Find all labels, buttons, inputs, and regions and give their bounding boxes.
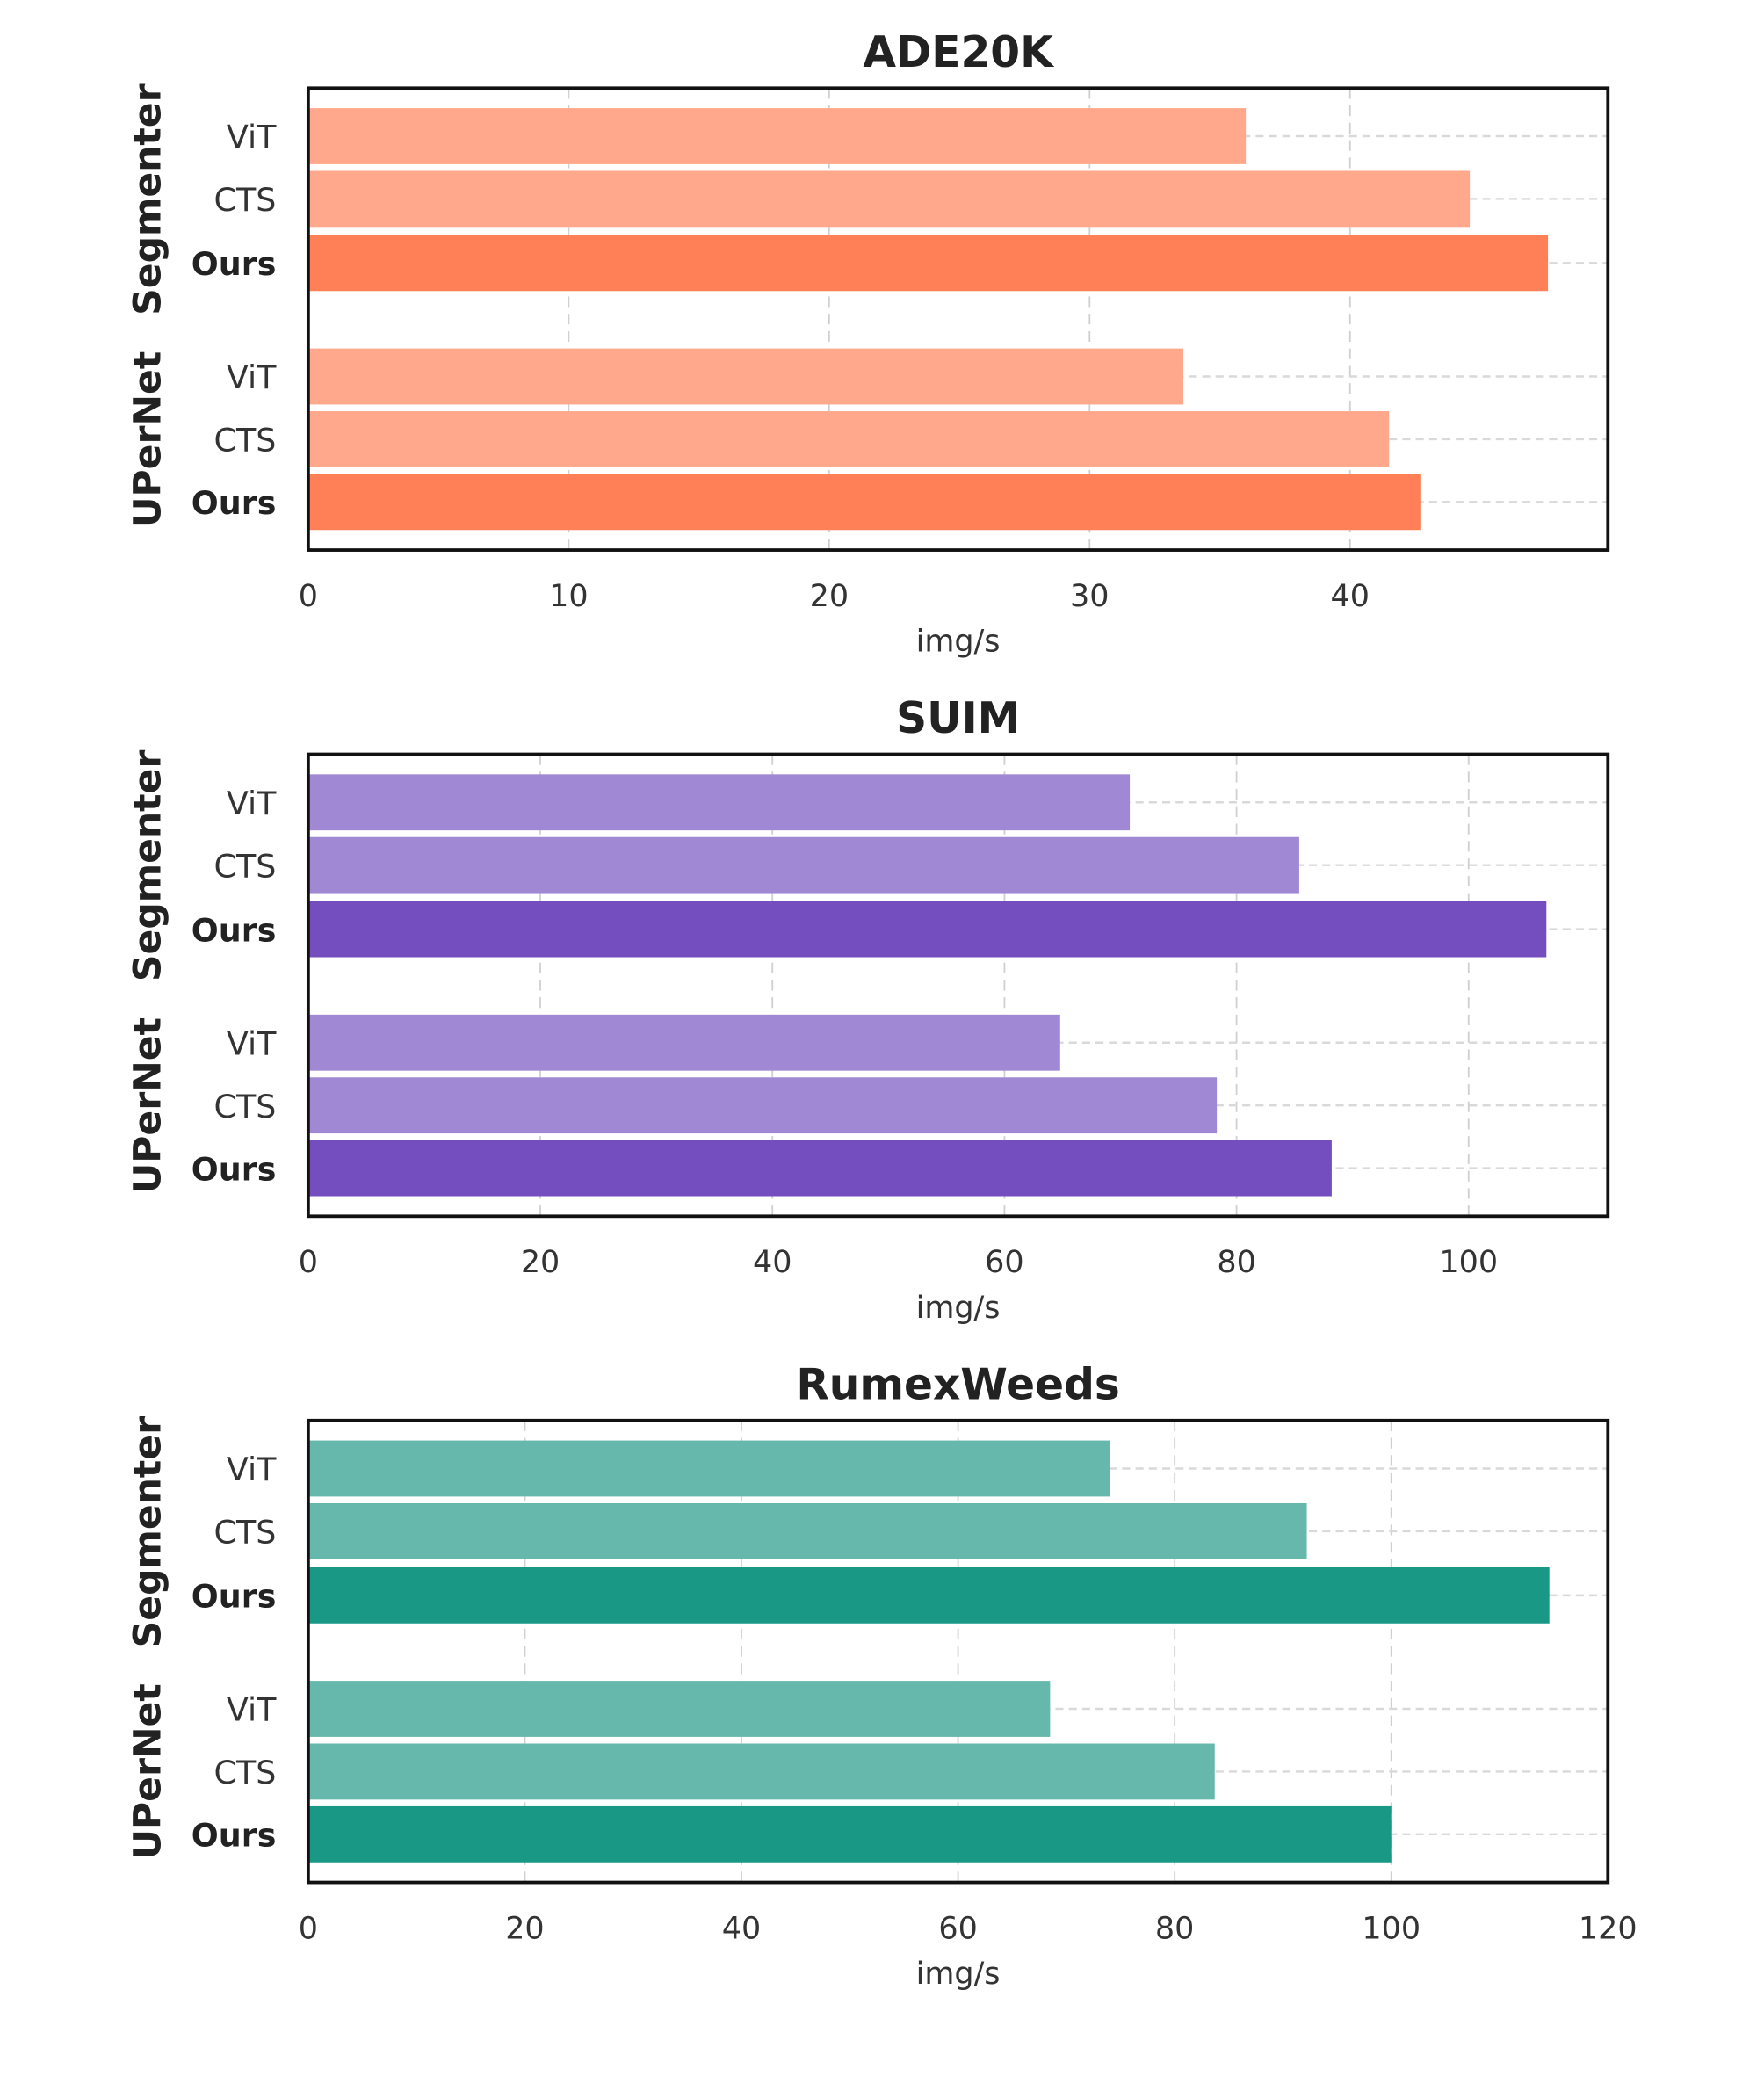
x-tick-label: 100 (1439, 1245, 1498, 1280)
plot-frame (306, 86, 1610, 552)
x-axis-label: img/s (916, 625, 1001, 660)
chart-title: RumexWeeds (796, 1360, 1119, 1409)
y-tick-label: ViT (227, 119, 277, 156)
y-tick-label: CTS (214, 181, 277, 219)
group-label: UPerNet (127, 351, 170, 527)
y-tick-label: Ours (192, 1817, 277, 1855)
bar-upernet-cts (307, 1743, 1215, 1800)
bar-upernet-ours (307, 1140, 1332, 1197)
y-tick-label: Ours (192, 1578, 277, 1616)
x-axis-label: img/s (916, 1957, 1001, 1992)
bar-upernet-ours (307, 474, 1421, 531)
x-tick-label: 30 (1070, 579, 1109, 614)
x-axis-label: img/s (916, 1291, 1001, 1326)
y-tick-label: CTS (214, 847, 277, 885)
chart-panel-ade20k: ADE20K ViT CTS Ours Segmenter ViT CTS Ours UPerN… (127, 28, 1610, 660)
x-tick-label: 60 (938, 1911, 977, 1946)
y-tick-label: Ours (192, 1150, 277, 1188)
bar-upernet-cts (307, 411, 1390, 467)
bar-segmenter-ours (307, 901, 1547, 958)
plot-frame (306, 1418, 1610, 1885)
x-tick-label: 120 (1579, 1911, 1637, 1946)
x-tick-label: 100 (1362, 1911, 1421, 1946)
x-tick-label: 20 (810, 579, 849, 614)
y-tick-label: ViT (227, 358, 277, 396)
bar-segmenter-cts (307, 836, 1299, 894)
group-label: UPerNet (127, 1683, 170, 1859)
y-tick-label: ViT (227, 1451, 277, 1488)
bar-segmenter-vit (307, 108, 1247, 164)
chart-title: SUIM (896, 694, 1020, 743)
x-tick-label: 0 (299, 579, 318, 614)
bar-segmenter-vit (307, 1440, 1110, 1497)
y-tick-label: Ours (192, 911, 277, 949)
bar-upernet-cts (307, 1077, 1218, 1134)
y-tick-label: CTS (214, 422, 277, 459)
x-tick-label: 20 (521, 1245, 560, 1280)
x-tick-label: 60 (985, 1245, 1023, 1280)
bar-segmenter-ours (307, 1567, 1550, 1624)
plot-frame (306, 752, 1610, 1219)
x-tick-label: 40 (753, 1245, 792, 1280)
chart-title: ADE20K (863, 28, 1055, 77)
y-tick-label: Ours (192, 484, 277, 522)
x-tick-label: 80 (1217, 1245, 1255, 1280)
y-tick-label: ViT (227, 785, 277, 822)
bar-segmenter-vit (307, 774, 1131, 831)
bar-upernet-ours (307, 1805, 1392, 1863)
group-label: Segmenter (127, 83, 170, 315)
x-tick-label: 0 (299, 1911, 318, 1946)
group-label: Segmenter (127, 1416, 170, 1648)
x-tick-label: 40 (722, 1911, 761, 1946)
y-tick-label: ViT (227, 1691, 277, 1729)
bar-upernet-vit (307, 1014, 1060, 1071)
y-tick-label: ViT (227, 1024, 277, 1062)
y-tick-label: Ours (192, 245, 277, 283)
y-tick-label: CTS (214, 1514, 277, 1552)
group-label: Segmenter (127, 750, 170, 982)
chart-panel-rumexweeds: RumexWeeds ViT CTS Ours Segmenter ViT CTS Ours U… (127, 1360, 1637, 1992)
bar-segmenter-ours (307, 235, 1549, 292)
x-tick-label: 20 (505, 1911, 544, 1946)
x-tick-label: 10 (549, 579, 588, 614)
chart-panel-suim: SUIM ViT CTS Ours Segmenter ViT CTS Ours UPerNet… (127, 694, 1610, 1326)
bar-upernet-vit (307, 1681, 1051, 1737)
bar-upernet-vit (307, 348, 1184, 405)
bar-segmenter-cts (307, 170, 1471, 228)
group-label: UPerNet (127, 1017, 170, 1193)
x-tick-label: 40 (1331, 579, 1370, 614)
bar-segmenter-cts (307, 1503, 1307, 1559)
y-tick-label: CTS (214, 1088, 277, 1125)
x-tick-label: 80 (1155, 1911, 1194, 1946)
x-tick-label: 0 (299, 1245, 318, 1280)
y-tick-label: CTS (214, 1754, 277, 1791)
